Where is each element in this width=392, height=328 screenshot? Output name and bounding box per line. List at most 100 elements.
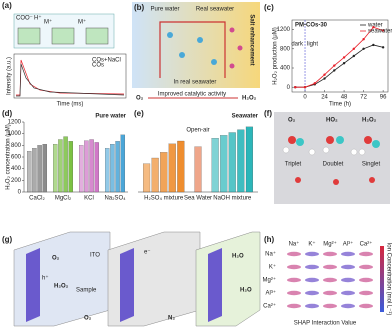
data-point — [323, 77, 326, 80]
shap-cluster — [287, 277, 301, 283]
x-tick-label: CaCl₂ — [29, 196, 45, 202]
bar — [63, 136, 68, 193]
column-label: Na⁺ — [289, 241, 300, 248]
annotation: light — [307, 42, 318, 48]
shap-cluster — [359, 251, 373, 257]
bar — [151, 157, 159, 193]
bar — [177, 140, 185, 193]
data-point — [362, 47, 365, 50]
panel-label: (f) — [264, 109, 272, 118]
label: Salt enhancement — [248, 14, 254, 65]
x-tick-label: MgCl₂ — [55, 196, 72, 202]
bar — [53, 144, 58, 193]
label: HO₂ — [326, 118, 338, 124]
label: Sample — [76, 288, 97, 294]
label: M⁺ — [78, 19, 86, 26]
legend-label: seawater — [368, 29, 392, 35]
data-point — [372, 43, 375, 47]
bar — [27, 151, 32, 193]
bar — [58, 139, 63, 193]
axis-label: Time (ms) — [57, 102, 84, 108]
series-line — [295, 26, 384, 88]
label: Ion Concentration (mol L⁻¹) — [385, 243, 391, 316]
data-point — [352, 47, 356, 50]
row-label: K⁺ — [269, 264, 276, 271]
data-point — [303, 86, 307, 89]
bar — [68, 141, 73, 193]
shap-cluster — [341, 251, 355, 257]
data-point — [333, 69, 336, 72]
y-tick-label: 0 — [18, 190, 22, 196]
data-point — [342, 62, 346, 65]
shap-cluster — [323, 290, 337, 296]
bar — [237, 129, 245, 193]
chart-title: PM-COs-30 — [295, 23, 328, 29]
data-point — [381, 46, 385, 49]
y-tick-label: 400 — [280, 66, 291, 72]
shap-cluster — [359, 290, 373, 296]
data-point — [313, 82, 316, 85]
y-tick-label: 200 — [11, 178, 22, 184]
bar — [94, 142, 99, 193]
row-label: Al³⁺ — [266, 290, 277, 297]
x-tick-label: H₂SO₄ mixture — [144, 196, 184, 202]
column-label: Al³⁺ — [343, 241, 354, 248]
panel-label: (h) — [264, 235, 275, 244]
bar — [37, 145, 42, 193]
label: O₂ — [84, 316, 92, 322]
shap-cluster — [305, 290, 319, 296]
data-point — [362, 38, 365, 41]
series-line — [295, 44, 384, 88]
shap-cluster — [359, 264, 373, 270]
y-axis-label: H₂O₂ concentration (μM) — [6, 124, 12, 189]
bar — [79, 145, 84, 193]
shap-cluster — [341, 303, 355, 309]
data-point — [342, 56, 346, 59]
legend-label: COs+NaCl — [92, 58, 121, 64]
bar — [160, 152, 168, 193]
axis-label: Intensity (a.u.) — [7, 57, 13, 95]
y-tick-label: 800 — [280, 46, 291, 52]
shap-cluster — [305, 251, 319, 257]
x-tick-label: KCl — [84, 196, 94, 202]
panel-b: (b) Pure water Real seawater Salt enhanc… — [132, 2, 260, 102]
x-tick-label: 24 — [321, 95, 328, 101]
annotation: dark — [291, 42, 304, 48]
x-tick-label: Sea Water — [184, 196, 212, 202]
label: N₂ — [168, 316, 175, 322]
y-tick-label: 0 — [287, 85, 291, 91]
label: h⁺ — [42, 275, 49, 282]
bar — [110, 144, 115, 193]
label: In real seawater — [174, 80, 217, 86]
x-tick-label: 96 — [380, 95, 387, 101]
panel-f: (f) O₂ HO₂ H₂O₂ Triplet Doublet Singlet — [264, 109, 390, 204]
bar — [168, 143, 176, 193]
y-tick-label: 1200 — [277, 27, 291, 33]
x-tick-label: 48 — [341, 95, 348, 101]
row-label: Na⁺ — [265, 251, 276, 258]
column-label: Mg²⁺ — [323, 241, 337, 248]
bar — [245, 126, 253, 193]
panel-label: (a) — [2, 1, 12, 10]
y-tick-label: 1200 — [8, 120, 22, 126]
data-point — [333, 64, 336, 67]
shap-cluster — [323, 303, 337, 309]
label: Pure water — [150, 7, 179, 13]
panel-g: (g) O₂ H₂O₂ h⁺ e⁻ ITO Sample O₂ N₂ H₂O H… — [2, 231, 261, 327]
legend-label: COs — [92, 63, 104, 69]
label: H⁺ — [34, 15, 42, 22]
data-point — [294, 86, 297, 89]
label: O₂ — [136, 96, 144, 102]
label: Doublet — [323, 162, 344, 168]
bar — [194, 146, 202, 193]
shap-cluster — [323, 277, 337, 283]
y-tick-label: 600 — [11, 155, 22, 161]
legend-label: water — [367, 23, 383, 29]
x-tick-label: 72 — [360, 95, 367, 101]
plot-frame — [291, 19, 389, 93]
label: H₂O₂ — [242, 96, 257, 102]
panel-label: (g) — [2, 235, 13, 244]
label: H₂O — [232, 254, 244, 260]
shap-cluster — [305, 264, 319, 270]
y-tick-label: 800 — [11, 143, 22, 149]
